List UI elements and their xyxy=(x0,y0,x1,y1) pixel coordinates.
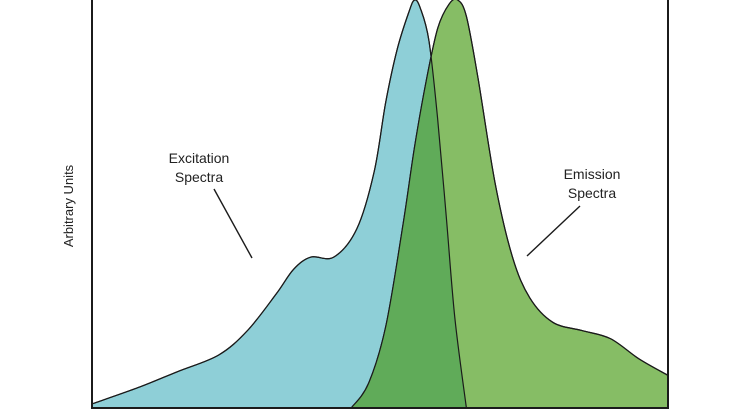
spectra-overlap-area xyxy=(351,0,467,408)
excitation-leader-line xyxy=(213,188,253,259)
emission-spectra-outline xyxy=(350,0,668,409)
emission-annotation-line-2: Spectra xyxy=(568,185,616,201)
emission-leader-line xyxy=(526,205,581,257)
excitation-annotation-line-1: Excitation xyxy=(169,150,230,166)
emission-annotation-line-1: Emission xyxy=(564,166,621,182)
excitation-spectra-outline xyxy=(92,0,467,409)
excitation-annotation-line-2: Spectra xyxy=(175,169,223,185)
y-axis-label: Arbitrary Units xyxy=(61,164,76,247)
emission-annotation: Emission Spectra xyxy=(526,166,621,257)
excitation-annotation: Excitation Spectra xyxy=(169,150,253,259)
